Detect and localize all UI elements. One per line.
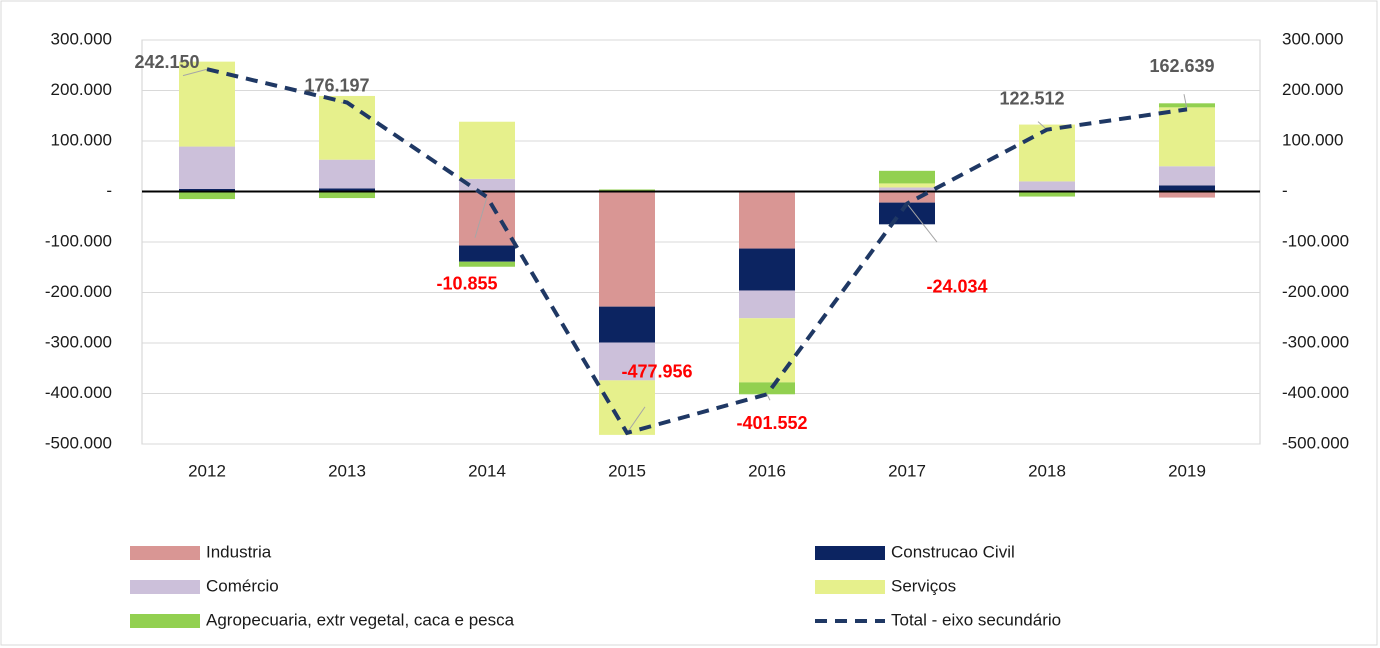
bar-segment bbox=[1019, 124, 1075, 182]
y2-tick-label: -400.000 bbox=[1282, 383, 1349, 402]
x-tick-label: 2015 bbox=[608, 461, 646, 480]
legend-label: Industria bbox=[206, 542, 272, 561]
bar-segment bbox=[179, 61, 235, 147]
bar-segment bbox=[459, 121, 515, 179]
legend-swatch bbox=[130, 546, 200, 560]
bar-segment bbox=[179, 146, 235, 189]
x-tick-label: 2016 bbox=[748, 461, 786, 480]
bar-segment bbox=[1019, 181, 1075, 192]
data-label: 176.197 bbox=[304, 75, 369, 95]
bar-segment bbox=[739, 248, 795, 291]
data-label: -24.034 bbox=[926, 276, 987, 296]
bar-segment bbox=[1019, 192, 1075, 197]
data-label: 122.512 bbox=[999, 88, 1064, 108]
bar-segment bbox=[599, 342, 655, 381]
y2-tick-label: -200.000 bbox=[1282, 282, 1349, 301]
data-label: -10.855 bbox=[436, 274, 497, 294]
y-tick-label: 300.000 bbox=[51, 29, 112, 48]
bar-segment bbox=[879, 191, 935, 203]
bar-segment bbox=[1159, 107, 1215, 167]
total-line bbox=[206, 67, 1188, 436]
y-tick-label: 200.000 bbox=[51, 80, 112, 99]
data-label: -401.552 bbox=[736, 413, 807, 433]
bar-segment bbox=[879, 202, 935, 225]
x-tick-label: 2018 bbox=[1028, 461, 1066, 480]
y-tick-label: -400.000 bbox=[45, 383, 112, 402]
bar-segment bbox=[879, 183, 935, 188]
bar-segment bbox=[879, 187, 935, 192]
data-label: 162.639 bbox=[1149, 56, 1214, 76]
y-tick-label: -300.000 bbox=[45, 332, 112, 351]
bar-segment bbox=[459, 178, 515, 192]
y-tick-label: - bbox=[106, 181, 112, 200]
bar-segment bbox=[1159, 191, 1215, 198]
bar-segment bbox=[319, 188, 375, 192]
legend-swatch bbox=[130, 614, 200, 628]
leader-line bbox=[182, 68, 208, 77]
bar-segment bbox=[739, 382, 795, 395]
x-tick-label: 2019 bbox=[1168, 461, 1206, 480]
bar-segment bbox=[599, 189, 655, 192]
bar-segment bbox=[739, 318, 795, 383]
y2-tick-label: -500.000 bbox=[1282, 433, 1349, 452]
bar-segment bbox=[319, 159, 375, 189]
y-tick-label: -500.000 bbox=[45, 433, 112, 452]
bar-segment bbox=[879, 170, 935, 184]
bar-segment bbox=[599, 191, 655, 307]
bar-segment bbox=[179, 188, 235, 192]
legend-label: Agropecuaria, extr vegetal, caca e pesca bbox=[206, 610, 515, 629]
bar-segment bbox=[319, 95, 375, 160]
x-tick-label: 2014 bbox=[468, 461, 506, 480]
y2-tick-label: - bbox=[1282, 181, 1288, 200]
legend-label: Total - eixo secundário bbox=[891, 610, 1061, 629]
data-label: -477.956 bbox=[621, 362, 692, 382]
leader-line bbox=[766, 394, 771, 401]
bar-segment bbox=[1159, 103, 1215, 108]
leader-line bbox=[1183, 94, 1188, 110]
y2-tick-label: -100.000 bbox=[1282, 231, 1349, 250]
bar-segment bbox=[1159, 166, 1215, 186]
legend-label: Construcao Civil bbox=[891, 542, 1015, 561]
x-tick-label: 2013 bbox=[328, 461, 366, 480]
legend-label: Serviços bbox=[891, 576, 956, 595]
leader-line bbox=[474, 196, 488, 238]
bar-segment bbox=[1159, 185, 1215, 192]
legend-label: Comércio bbox=[206, 576, 279, 595]
data-label: 242.150 bbox=[134, 52, 199, 72]
y-tick-label: 100.000 bbox=[51, 130, 112, 149]
bar-segment bbox=[459, 261, 515, 267]
bar-segment bbox=[599, 306, 655, 343]
x-tick-label: 2017 bbox=[888, 461, 926, 480]
bar-segment bbox=[459, 245, 515, 262]
y2-tick-label: 200.000 bbox=[1282, 80, 1343, 99]
legend-swatch bbox=[815, 580, 885, 594]
leader-line bbox=[906, 203, 938, 243]
bar-segment bbox=[739, 290, 795, 319]
x-tick-label: 2012 bbox=[188, 461, 226, 480]
legend-swatch bbox=[130, 580, 200, 594]
y2-tick-label: -300.000 bbox=[1282, 332, 1349, 351]
leader-line bbox=[626, 406, 646, 434]
y2-tick-label: 300.000 bbox=[1282, 29, 1343, 48]
y-tick-label: -200.000 bbox=[45, 282, 112, 301]
bar-segment bbox=[319, 191, 375, 199]
legend-swatch bbox=[815, 546, 885, 560]
bar-segment bbox=[459, 191, 515, 246]
bar-segment bbox=[179, 192, 235, 200]
y2-tick-label: 100.000 bbox=[1282, 130, 1343, 149]
y-tick-label: -100.000 bbox=[45, 231, 112, 250]
bar-segment bbox=[739, 191, 795, 249]
